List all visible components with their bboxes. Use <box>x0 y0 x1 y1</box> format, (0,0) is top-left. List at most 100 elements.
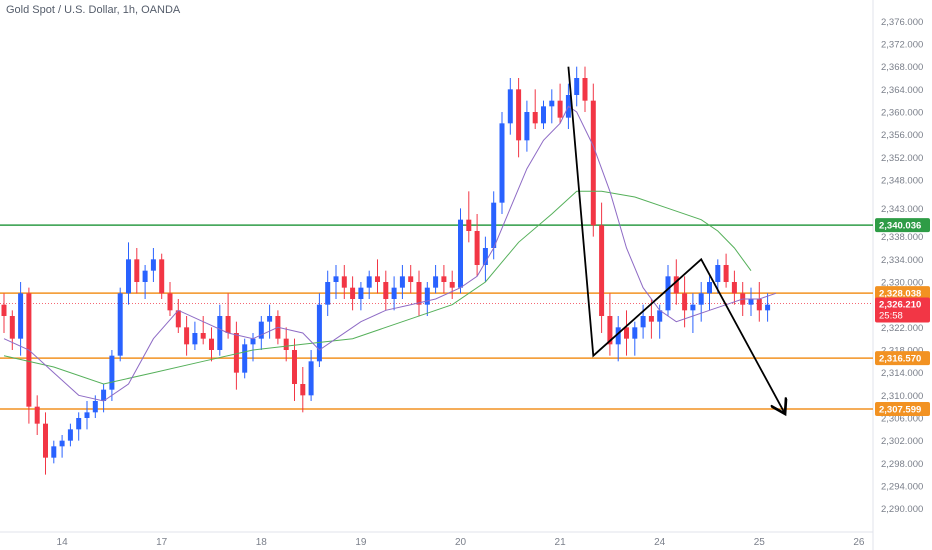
x-tick-label: 26 <box>853 537 865 548</box>
x-tick-label: 14 <box>57 537 69 548</box>
y-tick-label: 2,334.000 <box>881 255 923 266</box>
candle-body <box>375 276 380 282</box>
candle-body <box>441 276 447 282</box>
moving-average-slow <box>3 190 752 385</box>
candle-body <box>391 287 397 299</box>
x-tick-label: 17 <box>156 537 168 548</box>
level-price-badge-label: 2,328.038 <box>879 289 921 300</box>
candle-body <box>217 316 223 350</box>
level-price-badge-label: 2,340.036 <box>879 221 921 232</box>
candle-body <box>632 327 638 339</box>
candle-body <box>167 293 173 311</box>
candle-body <box>34 406 40 424</box>
y-tick-label: 2,343.000 <box>881 204 923 215</box>
y-tick-label: 2,306.000 <box>881 414 923 425</box>
candle-body <box>756 299 762 311</box>
y-tick-label: 2,352.000 <box>881 153 923 164</box>
candle-body <box>574 78 580 95</box>
candle-body <box>582 78 588 101</box>
candle-body <box>300 384 306 396</box>
candle-body <box>101 389 107 401</box>
y-tick-label: 2,322.000 <box>881 323 923 334</box>
candle-body <box>292 350 297 384</box>
candle-body <box>383 282 389 299</box>
current-price-badge <box>875 297 930 323</box>
x-tick-label: 20 <box>455 537 467 548</box>
y-tick-label: 2,376.000 <box>881 17 923 28</box>
y-tick-label: 2,348.000 <box>881 176 923 187</box>
candle-body <box>1 304 7 316</box>
candle-body <box>67 429 73 441</box>
candle-body <box>184 327 190 345</box>
candle-body <box>624 327 629 339</box>
candle-body <box>150 259 156 271</box>
y-tick-label: 2,364.000 <box>881 85 923 96</box>
candle-body <box>209 338 214 350</box>
candle-body <box>458 219 463 288</box>
y-tick-label: 2,356.000 <box>881 130 923 141</box>
candle-body <box>524 112 530 141</box>
candle-body <box>18 293 24 339</box>
y-tick-label: 2,360.000 <box>881 108 923 119</box>
chart-title: Gold Spot / U.S. Dollar, 1h, OANDA <box>6 4 181 16</box>
candle-body <box>267 316 273 322</box>
candle-body <box>673 276 679 294</box>
candle-body <box>283 338 289 350</box>
y-tick-label: 2,318.000 <box>881 346 923 357</box>
candle-body <box>333 276 339 282</box>
candle-body <box>549 100 555 107</box>
candle-body <box>84 412 90 418</box>
candle-body <box>92 401 98 413</box>
level-price-badge <box>875 401 930 416</box>
projection-arrow-line <box>567 66 784 413</box>
candle-body <box>640 316 646 328</box>
candle-body <box>615 327 621 345</box>
candle-body <box>242 344 248 373</box>
candle-body <box>109 355 115 390</box>
candle-body <box>325 282 331 305</box>
level-price-badge <box>875 286 930 301</box>
moving-average-fast <box>3 105 777 402</box>
candle-body <box>399 276 405 288</box>
candle-body <box>126 259 131 294</box>
candle-body <box>200 333 206 339</box>
candle-body <box>316 304 322 362</box>
candle-body <box>690 304 696 311</box>
y-tick-label: 2,302.000 <box>881 436 923 447</box>
candle-body <box>341 276 347 288</box>
candle-body <box>159 259 165 294</box>
candle-body <box>665 276 671 311</box>
candle-body <box>258 321 264 339</box>
candle-body <box>350 287 356 299</box>
candle-body <box>682 293 688 311</box>
level-price-badge-label: 2,316.570 <box>879 354 921 365</box>
candle-body <box>599 225 605 316</box>
level-price-badge-label: 2,307.599 <box>879 404 921 415</box>
candle-body <box>308 361 314 396</box>
y-tick-label: 2,310.000 <box>881 391 923 402</box>
candle-body <box>225 316 231 333</box>
candle-body <box>175 310 181 328</box>
level-price-badge <box>875 218 930 233</box>
y-tick-label: 2,368.000 <box>881 62 923 73</box>
y-tick-label: 2,290.000 <box>881 504 923 515</box>
candle-body <box>491 202 497 248</box>
candle-body <box>648 316 654 322</box>
candle-body <box>590 100 596 226</box>
candle-body <box>134 259 140 282</box>
candle-body <box>715 265 721 282</box>
candle-body <box>474 231 480 265</box>
candle-body <box>117 293 123 356</box>
candle-body <box>408 276 414 282</box>
y-tick-label: 2,330.000 <box>881 278 923 289</box>
y-tick-label: 2,298.000 <box>881 459 923 470</box>
candle-body <box>9 316 15 339</box>
level-price-badge <box>875 351 930 366</box>
candle-body <box>142 270 148 282</box>
candle-body <box>541 106 546 124</box>
current-price-label: 2,326.210 <box>879 299 921 310</box>
y-tick-label: 2,314.000 <box>881 368 923 379</box>
candle-body <box>233 333 239 373</box>
candle-body <box>51 446 57 458</box>
